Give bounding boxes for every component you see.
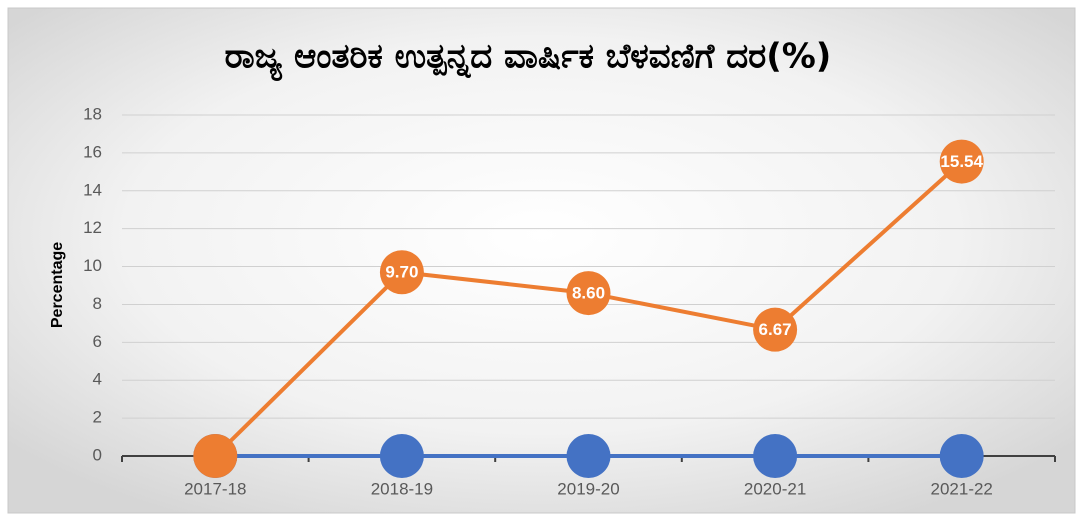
x-tick-label: 2017-18 bbox=[184, 479, 246, 498]
point-marker bbox=[753, 434, 798, 478]
x-tick-label: 2021-22 bbox=[931, 479, 993, 498]
chart-title: ರಾಜ್ಯ ಆಂತರಿಕ ಉತ್ಪನ್ನದ ವಾರ್ಷಿಕ ಬೆಳವಣಿಗೆ ದ… bbox=[225, 37, 832, 82]
y-tick-label: 14 bbox=[83, 180, 102, 199]
x-tick-label: 2019-20 bbox=[557, 479, 619, 498]
point-marker bbox=[193, 434, 238, 478]
point-marker bbox=[566, 434, 611, 478]
chart-background bbox=[7, 7, 1076, 514]
data-label: 8.60 bbox=[572, 284, 605, 303]
y-axis-label: Percentage bbox=[49, 242, 66, 328]
y-tick-label: 2 bbox=[93, 408, 102, 427]
data-label: 9.70 bbox=[385, 263, 418, 282]
point-marker bbox=[379, 250, 424, 295]
y-tick-label: 16 bbox=[83, 142, 102, 161]
x-tick-label: 2020-21 bbox=[744, 479, 806, 498]
y-tick-label: 4 bbox=[93, 370, 102, 389]
point-marker bbox=[379, 434, 424, 478]
y-tick-label: 8 bbox=[93, 294, 102, 313]
data-label: 15.54 bbox=[940, 152, 983, 171]
point-marker bbox=[939, 139, 984, 184]
y-tick-label: 0 bbox=[93, 445, 102, 464]
data-label: 6.67 bbox=[759, 320, 792, 339]
y-tick-label: 18 bbox=[83, 104, 102, 123]
point-marker bbox=[753, 307, 798, 352]
x-tick-label: 2018-19 bbox=[371, 479, 433, 498]
point-marker bbox=[566, 271, 611, 316]
y-tick-label: 12 bbox=[83, 218, 102, 237]
y-tick-label: 10 bbox=[83, 256, 102, 275]
y-tick-label: 6 bbox=[93, 332, 102, 351]
point-marker bbox=[939, 434, 984, 478]
